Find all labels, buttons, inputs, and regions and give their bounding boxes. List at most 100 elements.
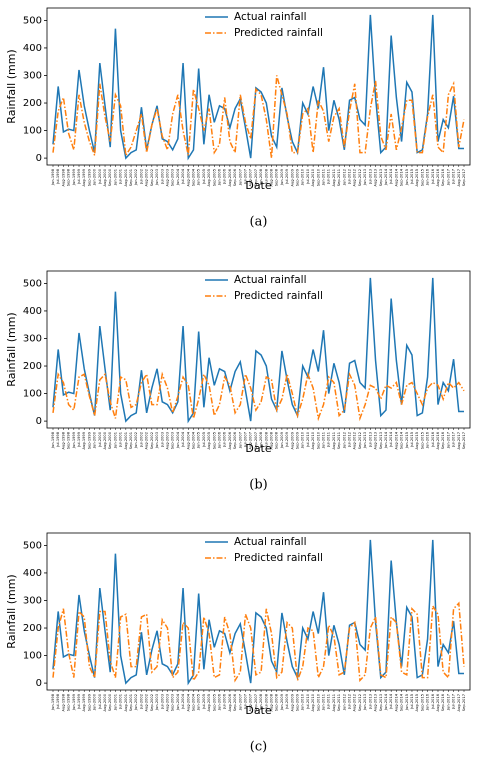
x-tick-label: Aug-2000 xyxy=(103,693,107,711)
x-tick-label: Jul-2000 xyxy=(98,168,102,184)
x-tick-label: Jul-2012 xyxy=(348,694,352,710)
x-tick-label: Jun-2001 xyxy=(113,432,117,449)
x-tick-label: Aug-2015 xyxy=(415,694,419,711)
x-tick-label: Aug-2001 xyxy=(124,169,128,186)
x-tick-label: Jun-2016 xyxy=(426,693,430,711)
x-tick-label: Aug-2009 xyxy=(290,168,294,186)
y-axis-label: Rainfall (mm) xyxy=(5,312,18,386)
x-tick-label: Jul-2015 xyxy=(410,694,414,710)
x-tick-label: Sep-2014 xyxy=(400,431,404,449)
x-tick-label: Jul-2002 xyxy=(139,694,143,710)
y-tick-label: 400 xyxy=(23,306,42,317)
x-tick-label: Jul-2008 xyxy=(264,431,268,447)
x-tick-label: Jun-2011 xyxy=(322,432,326,449)
x-tick-label: Aug-2010 xyxy=(311,693,315,711)
x-axis-label: Date xyxy=(245,179,272,192)
x-tick-label: Sep-2014 xyxy=(400,168,404,186)
series-line xyxy=(52,371,465,422)
x-tick-label: Jun-2012 xyxy=(342,432,346,449)
x-tick-label: Jul-2014 xyxy=(389,693,393,709)
x-tick-label: Jul-2004 xyxy=(181,431,185,447)
x-tick-label: Sep-2002 xyxy=(150,169,154,186)
x-tick-label: Jul-2002 xyxy=(139,169,143,185)
x-tick-label: Sep-2017 xyxy=(462,169,466,186)
x-tick-label: Sep-2017 xyxy=(462,432,466,449)
x-tick-label: Jul-2011 xyxy=(327,169,331,185)
x-tick-label: Aug-2011 xyxy=(332,169,336,186)
y-tick-label: 300 xyxy=(23,70,42,81)
x-tick-label: Jul-2015 xyxy=(410,169,414,185)
x-tick-label: Aug-2005 xyxy=(207,169,211,186)
x-tick-label: Aug-2010 xyxy=(311,168,315,186)
x-tick-label: Jun-2014 xyxy=(384,693,388,711)
y-tick-label: 500 xyxy=(23,15,42,26)
x-tick-label: Jun-1998 xyxy=(51,693,55,711)
x-tick-label: Aug-2008 xyxy=(270,693,274,711)
x-tick-label: Aug-2013 xyxy=(374,432,378,449)
x-tick-label: Aug-2002 xyxy=(145,694,149,711)
x-tick-label: Jul-2011 xyxy=(327,694,331,710)
x-tick-label: Jun-2011 xyxy=(322,169,326,186)
x-tick-label: Aug-2016 xyxy=(436,431,440,449)
x-tick-label: Sep-2015 xyxy=(420,694,424,711)
y-tick-label: 0 xyxy=(36,153,42,164)
x-tick-label: Aug-1999 xyxy=(82,431,86,449)
y-tick-label: 500 xyxy=(23,540,42,551)
x-tick-label: Jun-2012 xyxy=(342,694,346,711)
plot-frame xyxy=(46,532,471,691)
x-tick-label: Aug-2006 xyxy=(228,168,232,186)
y-tick-label: 400 xyxy=(23,43,42,54)
y-tick-label: 200 xyxy=(23,361,42,372)
y-tick-label: 100 xyxy=(23,389,42,400)
x-tick-label: Aug-1998 xyxy=(61,168,65,186)
x-tick-label: Jul-2014 xyxy=(389,168,393,184)
x-tick-label: Jul-2013 xyxy=(368,169,372,185)
x-tick-label: Aug-2009 xyxy=(290,431,294,449)
legend-label: Predicted rainfall xyxy=(234,290,323,302)
x-tick-label: Aug-2016 xyxy=(436,693,440,711)
x-tick-label: Jul-2001 xyxy=(119,694,123,710)
x-tick-label: Jul-2017 xyxy=(452,432,456,448)
x-tick-label: Jul-2001 xyxy=(119,432,123,448)
plot-frame xyxy=(46,7,471,166)
x-tick-label: Jun-2015 xyxy=(405,694,409,711)
x-tick-label: Jun-2006 xyxy=(217,693,221,711)
x-tick-label: Aug-2001 xyxy=(124,432,128,449)
plot-frame xyxy=(46,270,471,429)
legend-label: Actual rainfall xyxy=(234,536,307,548)
x-tick-label: Aug-2006 xyxy=(228,431,232,449)
x-tick-label: Jul-2006 xyxy=(223,693,227,709)
x-tick-label: Aug-2008 xyxy=(270,168,274,186)
x-tick-label: Jul-2006 xyxy=(223,168,227,184)
x-tick-label: Sep-2015 xyxy=(420,432,424,449)
x-tick-label: Jun-2003 xyxy=(155,694,159,711)
x-tick-label: Sep-2016 xyxy=(441,693,445,711)
x-tick-label: Jul-1999 xyxy=(77,168,81,184)
x-tick-label: Aug-2007 xyxy=(249,694,253,711)
x-tick-label: Aug-2014 xyxy=(394,168,398,186)
y-tick-label: 200 xyxy=(23,98,42,109)
y-tick-label: 100 xyxy=(23,126,42,137)
x-tick-label: Jul-2002 xyxy=(139,432,143,448)
x-tick-label: Sep-2017 xyxy=(462,694,466,711)
x-tick-label: Jun-2010 xyxy=(301,693,305,711)
x-tick-label: Aug-2002 xyxy=(145,169,149,186)
x-tick-label: Jun-2002 xyxy=(134,694,138,711)
x-tick-label: Jun-2006 xyxy=(217,168,221,186)
x-tick-label: Sep-2004 xyxy=(191,168,195,186)
x-tick-label: Jun-2004 xyxy=(176,431,180,449)
x-tick-label: Jun-1998 xyxy=(51,168,55,186)
x-tick-label: Jun-2008 xyxy=(259,431,263,449)
x-tick-label: Aug-2012 xyxy=(353,169,357,186)
y-tick-label: 500 xyxy=(23,278,42,289)
x-tick-label: Jul-2005 xyxy=(202,694,206,710)
x-tick-label: Jun-1999 xyxy=(72,431,76,449)
y-tick-label: 400 xyxy=(23,568,42,579)
x-tick-label: Sep-2009 xyxy=(296,431,300,449)
x-tick-label: Sep-2010 xyxy=(316,431,320,449)
x-tick-label: Jun-1998 xyxy=(51,431,55,449)
x-tick-label: Jun-2009 xyxy=(280,431,284,449)
y-tick-label: 300 xyxy=(23,595,42,606)
x-tick-label: Jun-2007 xyxy=(238,694,242,711)
x-tick-label: Jun-2014 xyxy=(384,168,388,186)
